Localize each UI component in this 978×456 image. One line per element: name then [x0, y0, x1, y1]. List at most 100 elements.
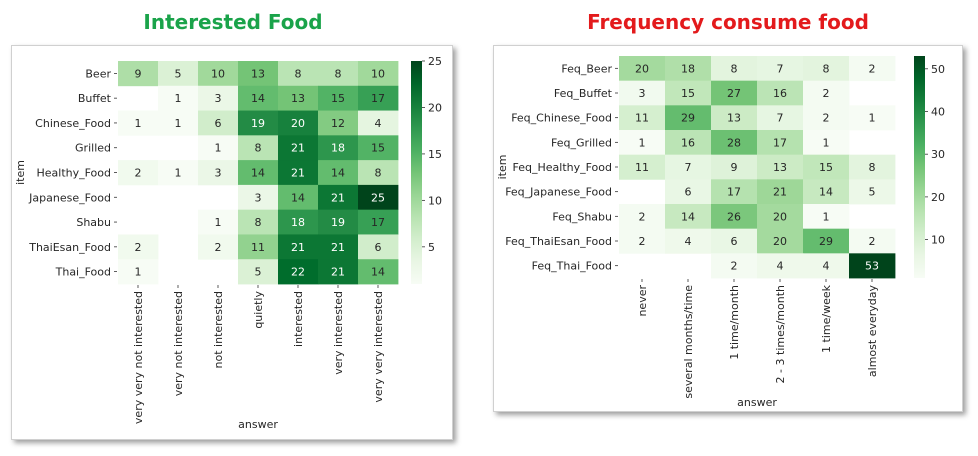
heatmap-cell-japanese-food-very-very-interested: [358, 184, 399, 211]
heatmap-cell-grilled-interested: [278, 135, 319, 161]
heatmap-cell-value: 17: [371, 216, 385, 229]
y-tick-label: Feq_Grilled: [551, 136, 612, 149]
heatmap-cell-value: 21: [291, 142, 305, 155]
heatmap-cell-value: 18: [291, 216, 305, 229]
y-tick-label: Feq_Japanese_Food: [505, 186, 612, 199]
heatmap-cell-feq-thaiesan-food-almost-everyday: [849, 228, 896, 254]
heatmap-cell-value: 2: [135, 241, 142, 254]
heatmap-cell-value: 26: [727, 210, 741, 223]
heatmap-cell-value: 20: [773, 210, 787, 223]
heatmap-cell-feq-buffet-several-months-time: [665, 80, 712, 106]
heatmap-cell-value: 16: [681, 136, 695, 149]
heatmap-cell-feq-grilled-never: [619, 130, 666, 156]
y-tick-label: Feq_Chinese_Food: [511, 112, 612, 125]
heatmap-cell-value: 14: [291, 191, 305, 204]
heatmap-cell-thai-food-very-very-interested: [358, 259, 399, 285]
heatmap-cell-value: 14: [681, 210, 695, 223]
heatmap-cell-value: 21: [291, 167, 305, 180]
heatmap-cell-buffet-very-very-interested: [358, 85, 399, 111]
heatmap-cell-buffet-interested: [278, 85, 319, 111]
heatmap-cell-healthy-food-interested: [278, 160, 319, 186]
heatmap-cell-beer-very-not-interested: [158, 61, 199, 87]
heatmap-cell-thai-food-very-interested: [318, 259, 359, 285]
heatmap-cell-value: 10: [371, 67, 385, 80]
heatmap-cell-beer-very-very-not-interested: [118, 61, 159, 87]
heatmap-cell-value: 1: [215, 216, 222, 229]
x-axis-label: answer: [238, 418, 278, 431]
heatmap-cell-feq-chinese-food-1-time-month: [711, 105, 758, 131]
heatmap-cell-grilled-quietly: [238, 135, 279, 161]
heatmap-cell-chinese-food-quietly: [238, 110, 279, 136]
heatmap-cell-shabu-very-interested: [318, 209, 359, 235]
x-tick-label: 1 time/week: [820, 284, 833, 353]
colorbar-tick-label: 10: [428, 194, 442, 207]
heatmap-cell-shabu-quietly: [238, 209, 279, 235]
heatmap-cell-feq-grilled-2-3-times-month: [757, 130, 804, 156]
heatmap-cell-value: 29: [819, 235, 833, 248]
heatmap-cell-value: 3: [639, 87, 646, 100]
heatmap-cell-feq-healthy-food-almost-everyday: [849, 154, 896, 180]
heatmap-cell-value: 8: [823, 62, 830, 75]
heatmap-cell-feq-thaiesan-food-1-time-week: [803, 228, 850, 254]
heatmap-cell-feq-beer-never: [619, 56, 666, 82]
heatmap-cell-value: 17: [773, 136, 787, 149]
heatmap-cell-value: 21: [331, 191, 345, 204]
y-tick-label: Feq_Healthy_Food: [513, 161, 612, 174]
heatmap-cell-value: 21: [331, 266, 345, 279]
colorbar-tick-label: 40: [931, 106, 945, 119]
heatmap-cell-value: 6: [375, 241, 382, 254]
heatmap-cell-buffet-quietly: [238, 85, 279, 111]
heatmap-cell-value: 27: [727, 87, 741, 100]
heatmap-cell-feq-japanese-food-2-3-times-month: [757, 179, 804, 205]
heatmap-cell-value: 21: [773, 186, 787, 199]
heatmap-cell-beer-quietly: [238, 61, 279, 87]
heatmap-cell-value: 14: [371, 266, 385, 279]
y-axis-label: item: [496, 155, 509, 180]
heatmap-interested-food: 9 5 10 13 8 8 101 3 14 13 15 171 1 6 19 20 12 41 8 21 18 152 1…: [14, 55, 442, 431]
heatmap-cell-value: 5: [255, 266, 262, 279]
heatmap-cell-value: 4: [823, 260, 830, 273]
heatmap-cell-value: 4: [777, 260, 784, 273]
heatmap-cell-feq-beer-2-3-times-month: [757, 56, 804, 82]
heatmap-cell-value: 12: [331, 117, 345, 130]
heatmap-cell-buffet-very-interested: [318, 85, 359, 111]
heatmap-cell-feq-beer-1-time-week: [803, 56, 850, 82]
heatmap-cell-value: 20: [773, 235, 787, 248]
heatmap-cell-healthy-food-very-very-interested: [358, 160, 399, 186]
x-tick-label: never: [636, 285, 649, 317]
heatmap-cell-japanese-food-quietly: [238, 184, 279, 211]
heatmap-cell-feq-buffet-1-time-month: [711, 80, 758, 106]
heatmap-cell-value: 21: [331, 241, 345, 254]
x-tick-label: several months/time: [682, 285, 695, 399]
heatmap-cell-value: 11: [635, 161, 649, 174]
heatmap-cell-thaiesan-food-not-interested: [198, 234, 239, 260]
heatmap-cell-feq-shabu-2-3-times-month: [757, 204, 804, 230]
y-tick-label: Healthy_Food: [36, 167, 111, 180]
colorbar-tick-label: 5: [428, 241, 435, 254]
colorbar-tick-label: 30: [931, 148, 945, 161]
x-tick-label: very very not interested: [132, 291, 145, 424]
heatmap-cell-grilled-very-very-interested: [358, 135, 399, 161]
heatmap-cell-value: 2: [869, 62, 876, 75]
heatmap-cell-grilled-very-interested: [318, 135, 359, 161]
heatmap-cell-feq-buffet-1-time-week: [803, 80, 850, 106]
heatmap-cell-shabu-not-interested: [198, 209, 239, 235]
heatmap-cell-value: 28: [727, 136, 741, 149]
heatmap-cell-value: 8: [869, 161, 876, 174]
heatmap-cell-value: 11: [635, 112, 649, 125]
heatmap-cell-value: 4: [685, 235, 692, 248]
x-tick-label: very very interested: [372, 291, 385, 403]
heatmap-cell-feq-healthy-food-2-3-times-month: [757, 154, 804, 180]
heatmap-cell-feq-buffet-never: [619, 80, 666, 106]
heatmap-cell-beer-interested: [278, 61, 319, 87]
heatmap-cell-grilled-not-interested: [198, 135, 239, 161]
heatmap-cell-value: 7: [685, 161, 692, 174]
heatmap-cell-value: 20: [635, 62, 649, 75]
heatmap-cell-value: 21: [291, 241, 305, 254]
heatmap-cell-feq-shabu-1-time-week: [803, 204, 850, 230]
heatmap-cell-buffet-not-interested: [198, 85, 239, 111]
heatmap-cell-shabu-very-very-interested: [358, 209, 399, 235]
heatmap-cell-value: 18: [681, 62, 695, 75]
heatmap-cell-value: 5: [869, 186, 876, 199]
heatmap-cell-chinese-food-not-interested: [198, 110, 239, 136]
